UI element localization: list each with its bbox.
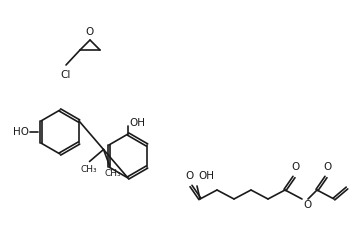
Text: O: O bbox=[291, 162, 299, 172]
Text: O: O bbox=[303, 200, 311, 210]
Text: O: O bbox=[323, 162, 331, 172]
Text: O: O bbox=[86, 27, 94, 37]
Text: O: O bbox=[186, 171, 194, 181]
Text: Cl: Cl bbox=[61, 70, 71, 80]
Text: HO: HO bbox=[13, 127, 29, 137]
Text: OH: OH bbox=[129, 118, 145, 128]
Text: CH₃: CH₃ bbox=[80, 165, 97, 174]
Text: CH₃: CH₃ bbox=[104, 170, 121, 179]
Text: OH: OH bbox=[198, 171, 214, 181]
